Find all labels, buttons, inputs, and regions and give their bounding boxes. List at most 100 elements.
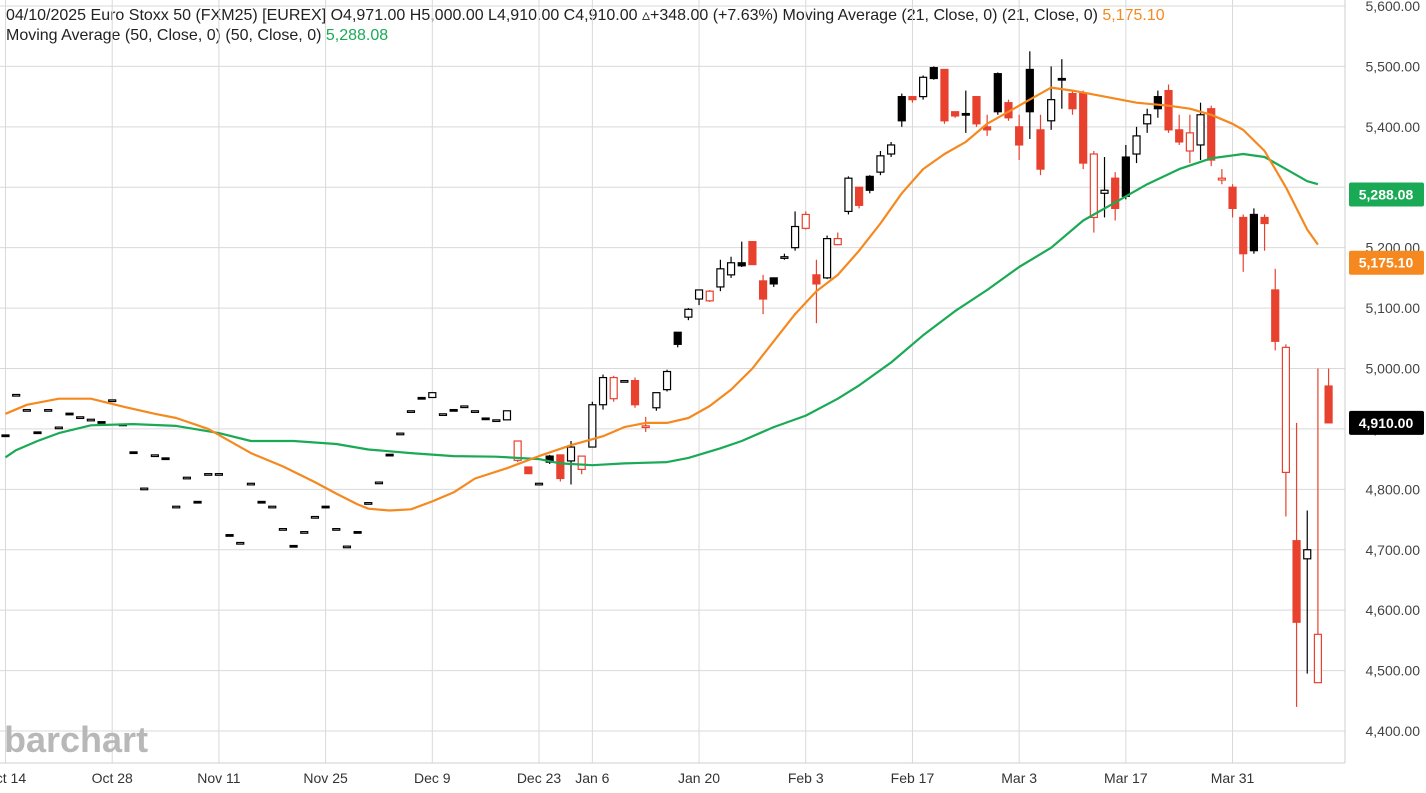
candle (758, 274, 768, 315)
candle-body (961, 112, 970, 116)
candle (1239, 214, 1248, 272)
candle (630, 377, 640, 408)
candle (1132, 126, 1141, 164)
candle-body (887, 144, 896, 155)
x-tick-label: Dec 23 (517, 770, 562, 786)
candle-body (769, 277, 778, 285)
candle-body (33, 431, 42, 435)
candle-body (630, 379, 640, 406)
ohlc-summary-text: 04/10/2025 Euro Stoxx 50 (FXM25) [EUREX]… (6, 7, 1103, 24)
x-tick-label: Nov 11 (197, 770, 241, 786)
candle-body (1196, 114, 1205, 146)
y-tick-label: 5,500.00 (1366, 58, 1421, 74)
candle (1111, 172, 1120, 221)
candle-body (1260, 216, 1269, 225)
candle (300, 531, 309, 534)
candle-body (1121, 156, 1130, 197)
price-badge-ma21 (1349, 250, 1424, 275)
candle-body (182, 476, 191, 480)
candle-body (1217, 177, 1226, 181)
candle-body (1324, 385, 1333, 424)
candle (449, 408, 458, 412)
candle (1228, 184, 1237, 218)
candle (673, 331, 682, 348)
candle-body (428, 392, 437, 399)
candle (1015, 114, 1024, 161)
candle-body (1068, 93, 1077, 110)
candle (289, 544, 298, 548)
candle-body (342, 545, 352, 549)
candle-body (417, 396, 426, 400)
candle (566, 441, 576, 485)
candle (193, 500, 202, 504)
candle (1079, 90, 1088, 170)
candle (225, 534, 234, 537)
candle-body (1239, 216, 1248, 255)
ma50-label-text: Moving Average (50, Close, 0) (50, Close… (6, 27, 326, 44)
candle-body (97, 421, 106, 424)
x-tick-label: Feb 3 (788, 770, 824, 786)
x-tick-label: Nov 25 (303, 770, 348, 786)
candle (897, 93, 906, 127)
y-tick-label: 5,000.00 (1366, 361, 1421, 377)
candle-body (1111, 177, 1120, 209)
candle (1068, 90, 1077, 115)
candle (1217, 169, 1226, 185)
chart-header-line-2: Moving Average (50, Close, 0) (50, Close… (6, 27, 388, 45)
candle (310, 515, 320, 519)
candle (940, 68, 949, 124)
candle-body (1015, 126, 1024, 146)
y-tick-label: 5,600.00 (1366, 0, 1421, 14)
candle-body (396, 432, 405, 436)
candle (1057, 59, 1066, 109)
candle-body (1207, 108, 1216, 161)
candle-body (364, 502, 373, 505)
candle-body (1303, 549, 1312, 560)
candle (726, 256, 736, 278)
candle (54, 426, 63, 430)
candle (716, 259, 725, 292)
candle-body (481, 417, 490, 421)
y-tick-label: 4,700.00 (1366, 542, 1421, 558)
candle (865, 175, 874, 194)
candle-body (246, 482, 256, 486)
candle (556, 454, 565, 482)
candle-body (940, 68, 949, 122)
candle-body (748, 241, 757, 266)
candle (1271, 268, 1280, 351)
candle (1164, 84, 1173, 133)
candle (406, 410, 416, 413)
candle (172, 505, 181, 509)
candle (951, 111, 960, 118)
candle-body (492, 419, 501, 423)
candle (769, 277, 778, 287)
candle (1324, 368, 1333, 424)
y-tick-label: 5,400.00 (1366, 119, 1421, 135)
candle-body (556, 454, 565, 480)
x-tick-label: Dec 9 (414, 770, 451, 786)
candle (385, 453, 394, 457)
candle-body (54, 426, 63, 430)
candle-body (972, 96, 981, 125)
candle (65, 412, 74, 416)
ma21-line (5, 86, 1319, 512)
chart-header-line-1: 04/10/2025 Euro Stoxx 50 (FXM25) [EUREX]… (6, 5, 1165, 25)
candle-body (204, 473, 213, 476)
candle (502, 410, 512, 421)
y-tick-label: 5,100.00 (1366, 300, 1421, 316)
candle-body (1153, 96, 1162, 110)
candle (161, 457, 170, 461)
candle-body (22, 408, 31, 412)
candle (246, 482, 256, 486)
candle (887, 141, 896, 158)
candle-body (1164, 89, 1173, 131)
candle-body (833, 238, 842, 246)
candle-body (641, 425, 650, 429)
y-tick-label: 4,800.00 (1366, 481, 1421, 497)
candle (140, 487, 149, 491)
candle-body (268, 505, 277, 509)
candle-body (1036, 129, 1045, 170)
candle-body (812, 274, 821, 285)
candle-body (1228, 186, 1237, 209)
